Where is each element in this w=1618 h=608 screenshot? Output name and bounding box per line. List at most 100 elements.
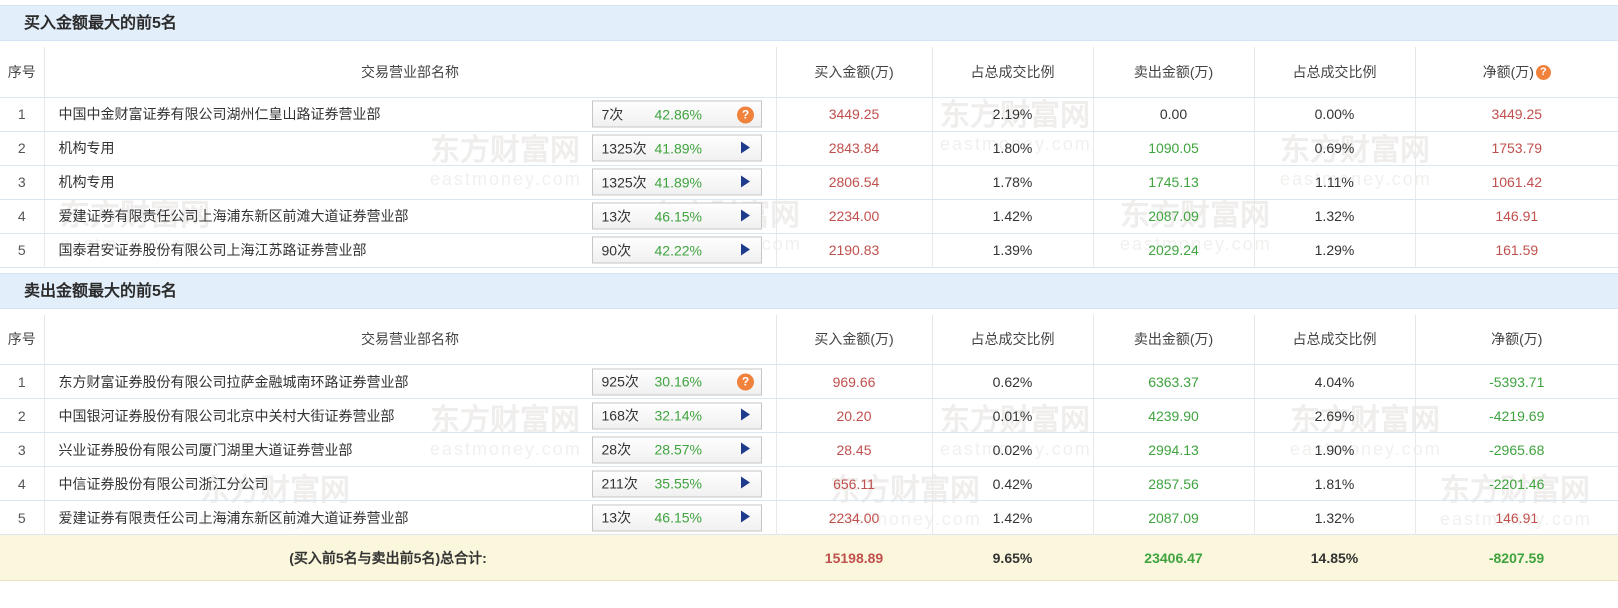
col-sell: 卖出金额(万) <box>1092 47 1254 98</box>
sell-pct: 4.04% <box>1253 364 1415 399</box>
rank-badge[interactable]: 925次 30.16% <box>591 368 762 395</box>
department-link[interactable]: 国泰君安证券股份有限公司上海江苏路证券营业部 <box>58 242 367 258</box>
badge-arrow-icon[interactable] <box>735 476 757 492</box>
buy-amount: 3449.25 <box>775 97 932 132</box>
badge-arrow-icon[interactable] <box>735 242 757 258</box>
rank-badge[interactable]: 7次 42.86% <box>591 100 762 128</box>
rank-badge[interactable]: 211次 35.55% <box>591 470 762 497</box>
appearance-count: 1325次 <box>601 174 647 190</box>
buy-pct: 1.42% <box>931 199 1093 234</box>
department-link[interactable]: 机构专用 <box>58 140 115 156</box>
sell-amount: 1090.05 <box>1092 131 1254 166</box>
badge-arrow-icon[interactable] <box>735 442 757 458</box>
col-sell-pct: 占总成交比例 <box>1253 314 1415 365</box>
appearance-count: 925次 <box>601 373 639 390</box>
appearance-count: 168次 <box>601 407 639 424</box>
rank-badge[interactable]: 1325次 41.89% <box>591 134 762 162</box>
rank-badge[interactable]: 13次 46.15% <box>591 202 762 230</box>
col-index: 序号 <box>0 47 44 98</box>
net-amount: 1061.42 <box>1414 165 1618 200</box>
success-rate: 28.57% <box>654 441 702 458</box>
sell-amount: 6363.37 <box>1092 364 1254 399</box>
sell-pct: 0.69% <box>1253 131 1415 166</box>
buy-amount: 2234.00 <box>775 199 932 234</box>
appearance-count: 13次 <box>601 208 632 224</box>
table-row: 5 国泰君安证券股份有限公司上海江苏路证券营业部 90次 42.22% 2190.… <box>0 233 1618 268</box>
row-index: 3 <box>0 432 44 467</box>
rank-badge[interactable]: 28次 28.57% <box>591 436 762 463</box>
buy-amount: 20.20 <box>775 398 932 433</box>
sell-amount: 2029.24 <box>1092 233 1254 268</box>
department-link[interactable]: 中信证券股份有限公司浙江分公司 <box>58 475 269 492</box>
table-row: 1 中国中金财富证券有限公司湖州仁皇山路证券营业部 7次 42.86% 3449.… <box>0 97 1618 132</box>
badge-arrow-icon[interactable] <box>735 174 757 190</box>
net-amount: 3449.25 <box>1414 97 1618 132</box>
row-index: 4 <box>0 466 44 501</box>
rank-badge[interactable]: 1325次 41.89% <box>591 168 762 196</box>
sell-top5-table: 序号 交易营业部名称 买入金额(万) 占总成交比例 卖出金额(万) 占总成交比例… <box>0 314 1618 581</box>
department-link[interactable]: 机构专用 <box>58 174 115 190</box>
net-amount: -5393.71 <box>1414 364 1618 399</box>
col-net: 净额(万)? <box>1414 47 1618 98</box>
rank-badge[interactable]: 13次 46.15% <box>591 504 762 531</box>
sell-pct: 1.11% <box>1253 165 1415 200</box>
row-index: 1 <box>0 364 44 399</box>
row-index: 5 <box>0 500 44 535</box>
table-row: 2 机构专用 1325次 41.89% 2843.84 1.80% 1090.05… <box>0 131 1618 166</box>
department-link[interactable]: 爱建证券有限责任公司上海浦东新区前滩大道证券营业部 <box>58 208 409 224</box>
appearance-count: 13次 <box>601 509 632 526</box>
sell-pct: 1.32% <box>1253 199 1415 234</box>
department-link[interactable]: 中国银河证券股份有限公司北京中关村大街证券营业部 <box>58 407 395 424</box>
appearance-count: 1325次 <box>601 140 647 156</box>
buy-pct: 0.42% <box>931 466 1093 501</box>
badge-arrow-icon[interactable] <box>735 510 757 526</box>
table-row: 3 机构专用 1325次 41.89% 2806.54 1.78% 1745.13… <box>0 165 1618 200</box>
table-row: 2 中国银河证券股份有限公司北京中关村大街证券营业部 168次 32.14% 20… <box>0 398 1618 433</box>
sell-pct: 1.29% <box>1253 233 1415 268</box>
badge-arrow-icon[interactable] <box>735 208 757 224</box>
department-link[interactable]: 东方财富证券股份有限公司拉萨金融城南环路证券营业部 <box>58 373 409 390</box>
col-buy: 买入金额(万) <box>775 314 932 365</box>
department-link[interactable]: 爱建证券有限责任公司上海浦东新区前滩大道证券营业部 <box>58 509 409 526</box>
success-rate: 41.89% <box>654 174 702 190</box>
badge-help-icon[interactable] <box>735 105 757 123</box>
help-icon[interactable]: ? <box>1535 64 1551 80</box>
buy-amount: 969.66 <box>775 364 932 399</box>
buy-pct: 0.62% <box>931 364 1093 399</box>
sell-pct: 1.81% <box>1253 466 1415 501</box>
grand-total-row: (买入前5名与卖出前5名)总合计: 15198.89 9.65% 23406.4… <box>0 534 1618 581</box>
rank-badge[interactable]: 90次 42.22% <box>591 236 762 264</box>
row-index: 2 <box>0 131 44 166</box>
sell-section-title: 卖出金额最大的前5名 <box>0 272 1618 309</box>
appearance-count: 90次 <box>601 242 632 258</box>
buy-pct: 1.80% <box>931 131 1093 166</box>
sell-amount: 1745.13 <box>1092 165 1254 200</box>
table-row: 3 兴业证券股份有限公司厦门湖里大道证券营业部 28次 28.57% 28.45 … <box>0 432 1618 467</box>
sell-pct: 1.90% <box>1253 432 1415 467</box>
sell-amount: 4239.90 <box>1092 398 1254 433</box>
badge-arrow-icon[interactable] <box>735 408 757 424</box>
col-sell: 卖出金额(万) <box>1092 314 1254 365</box>
buy-amount: 2843.84 <box>775 131 932 166</box>
buy-top5-table: 序号 交易营业部名称 买入金额(万) 占总成交比例 卖出金额(万) 占总成交比例… <box>0 47 1618 268</box>
buy-table-header: 序号 交易营业部名称 买入金额(万) 占总成交比例 卖出金额(万) 占总成交比例… <box>0 47 1618 98</box>
sell-amount: 2994.13 <box>1092 432 1254 467</box>
col-name: 交易营业部名称 <box>43 47 776 98</box>
row-index: 5 <box>0 233 44 268</box>
total-buy: 15198.89 <box>776 534 932 581</box>
buy-pct: 2.19% <box>931 97 1093 132</box>
department-link[interactable]: 中国中金财富证券有限公司湖州仁皇山路证券营业部 <box>58 106 381 122</box>
rank-badge[interactable]: 168次 32.14% <box>591 402 762 429</box>
department-link[interactable]: 兴业证券股份有限公司厦门湖里大道证券营业部 <box>58 441 353 458</box>
badge-help-icon[interactable] <box>735 373 757 391</box>
table-row: 4 中信证券股份有限公司浙江分公司 211次 35.55% 656.11 0.42… <box>0 466 1618 501</box>
col-index: 序号 <box>0 314 44 365</box>
success-rate: 32.14% <box>654 407 702 424</box>
col-sell-pct: 占总成交比例 <box>1253 47 1415 98</box>
success-rate: 41.89% <box>654 140 702 156</box>
buy-amount: 2806.54 <box>775 165 932 200</box>
badge-arrow-icon[interactable] <box>735 140 757 156</box>
row-index: 4 <box>0 199 44 234</box>
total-buy-pct: 9.65% <box>932 534 1093 581</box>
success-rate: 42.86% <box>654 106 702 122</box>
